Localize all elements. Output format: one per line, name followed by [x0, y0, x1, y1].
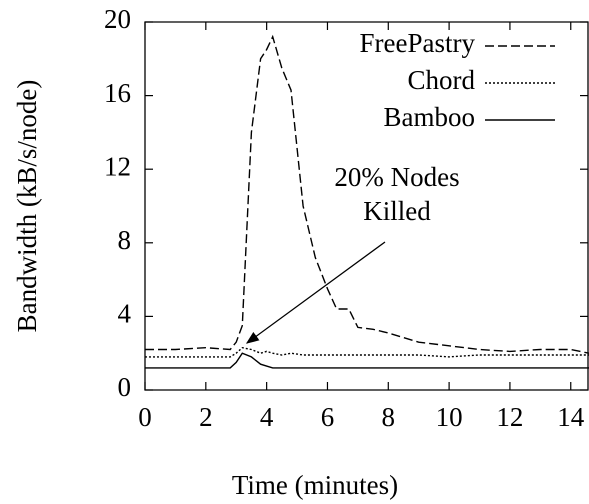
annotation: Killed — [363, 196, 431, 226]
line-series — [145, 352, 589, 369]
line-series — [145, 346, 589, 358]
y-tick-label: 16 — [104, 78, 131, 108]
y-tick-label: 20 — [104, 4, 131, 34]
x-tick-label: 14 — [557, 402, 585, 432]
y-tick-label: 8 — [118, 225, 132, 255]
x-tick-label: 0 — [138, 402, 152, 432]
y-tick-label: 0 — [118, 372, 132, 402]
line-series — [145, 34, 589, 354]
x-axis-title: Time (minutes) — [232, 470, 398, 500]
y-tick-label: 12 — [104, 151, 131, 181]
x-tick-label: 12 — [496, 402, 523, 432]
x-tick-label: 2 — [199, 402, 213, 432]
legend-label: Bamboo — [384, 102, 476, 132]
x-tick-label: 10 — [436, 402, 463, 432]
x-tick-label: 4 — [260, 402, 274, 432]
legend-label: FreePastry — [360, 28, 476, 58]
x-tick-label: 6 — [321, 402, 335, 432]
x-tick-label: 8 — [382, 402, 396, 432]
annotation-arrow — [245, 241, 386, 344]
annotation: 20% Nodes — [334, 162, 459, 192]
y-tick-label: 4 — [118, 299, 132, 329]
legend-label: Chord — [408, 65, 476, 95]
y-axis-title: Bandwidth (kB/s/node) — [12, 80, 42, 333]
